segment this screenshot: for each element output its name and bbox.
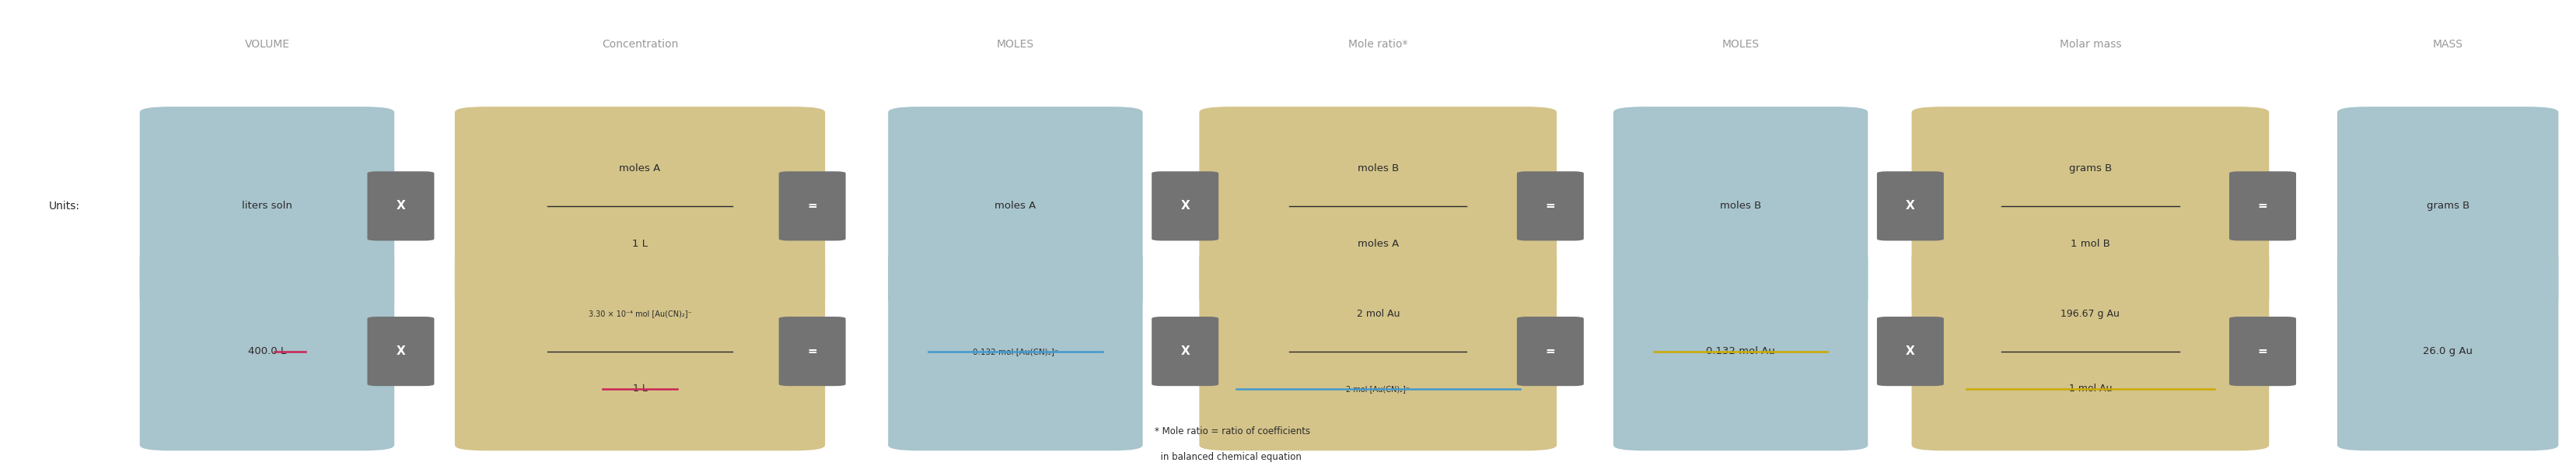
Text: MOLES: MOLES: [1721, 39, 1759, 50]
FancyBboxPatch shape: [456, 107, 824, 306]
Text: X: X: [1180, 345, 1190, 357]
Text: X: X: [1906, 345, 1914, 357]
Text: =: =: [806, 345, 817, 357]
Text: 1 L: 1 L: [634, 384, 647, 394]
Text: * Mole ratio = ratio of coefficients: * Mole ratio = ratio of coefficients: [1154, 426, 1309, 437]
Text: 1 mol B: 1 mol B: [2071, 238, 2110, 249]
FancyBboxPatch shape: [368, 316, 435, 386]
FancyBboxPatch shape: [2336, 107, 2558, 306]
FancyBboxPatch shape: [1911, 252, 2269, 451]
FancyBboxPatch shape: [2228, 316, 2295, 386]
Text: liters soln: liters soln: [242, 201, 291, 211]
Text: =: =: [1546, 345, 1556, 357]
Text: 26.0 g Au: 26.0 g Au: [2424, 346, 2473, 356]
FancyBboxPatch shape: [2336, 252, 2558, 451]
Text: Mole ratio*: Mole ratio*: [1347, 39, 1406, 50]
Text: moles A: moles A: [994, 201, 1036, 211]
Text: moles A: moles A: [1358, 238, 1399, 249]
Text: 400.0 L: 400.0 L: [247, 346, 286, 356]
Text: 2 mol [Au(CN)₂]⁻: 2 mol [Au(CN)₂]⁻: [1347, 385, 1409, 393]
Text: MOLES: MOLES: [997, 39, 1033, 50]
FancyBboxPatch shape: [368, 171, 435, 241]
FancyBboxPatch shape: [1878, 316, 1945, 386]
FancyBboxPatch shape: [1151, 316, 1218, 386]
Text: grams B: grams B: [2427, 201, 2470, 211]
FancyBboxPatch shape: [1517, 171, 1584, 241]
FancyBboxPatch shape: [889, 252, 1144, 451]
Text: grams B: grams B: [2069, 164, 2112, 174]
FancyBboxPatch shape: [1200, 252, 1556, 451]
Text: moles B: moles B: [1721, 201, 1762, 211]
Text: 0.132 mol Au: 0.132 mol Au: [1705, 346, 1775, 356]
FancyBboxPatch shape: [139, 107, 394, 306]
FancyBboxPatch shape: [778, 171, 845, 241]
FancyBboxPatch shape: [2228, 171, 2295, 241]
Text: =: =: [1546, 200, 1556, 212]
Text: 2 mol Au: 2 mol Au: [1358, 309, 1399, 319]
Text: MASS: MASS: [2432, 39, 2463, 50]
Text: VOLUME: VOLUME: [245, 39, 289, 50]
FancyBboxPatch shape: [1517, 316, 1584, 386]
Text: moles B: moles B: [1358, 164, 1399, 174]
FancyBboxPatch shape: [456, 252, 824, 451]
Text: 1 mol Au: 1 mol Au: [2069, 384, 2112, 394]
Text: moles A: moles A: [618, 164, 659, 174]
Text: 1 L: 1 L: [631, 238, 647, 249]
FancyBboxPatch shape: [778, 316, 845, 386]
Text: in balanced chemical equation: in balanced chemical equation: [1154, 452, 1301, 462]
Text: X: X: [1906, 200, 1914, 212]
Text: 0.132 mol [Au(CN)₂]⁻: 0.132 mol [Au(CN)₂]⁻: [974, 348, 1059, 355]
FancyBboxPatch shape: [1911, 107, 2269, 306]
Text: Units:: Units:: [49, 201, 80, 211]
FancyBboxPatch shape: [139, 252, 394, 451]
Text: 3.30 × 10⁻⁴ mol [Au(CN)₂]⁻: 3.30 × 10⁻⁴ mol [Au(CN)₂]⁻: [587, 310, 690, 318]
FancyBboxPatch shape: [1200, 107, 1556, 306]
Text: X: X: [397, 345, 404, 357]
Text: =: =: [2257, 345, 2267, 357]
Text: 196.67 g Au: 196.67 g Au: [2061, 309, 2120, 319]
Text: Molar mass: Molar mass: [2058, 39, 2120, 50]
FancyBboxPatch shape: [889, 107, 1144, 306]
Text: =: =: [2257, 200, 2267, 212]
FancyBboxPatch shape: [1613, 107, 1868, 306]
Text: X: X: [1180, 200, 1190, 212]
Text: Concentration: Concentration: [603, 39, 677, 50]
FancyBboxPatch shape: [1151, 171, 1218, 241]
FancyBboxPatch shape: [1613, 252, 1868, 451]
FancyBboxPatch shape: [1878, 171, 1945, 241]
Text: X: X: [397, 200, 404, 212]
Text: =: =: [806, 200, 817, 212]
